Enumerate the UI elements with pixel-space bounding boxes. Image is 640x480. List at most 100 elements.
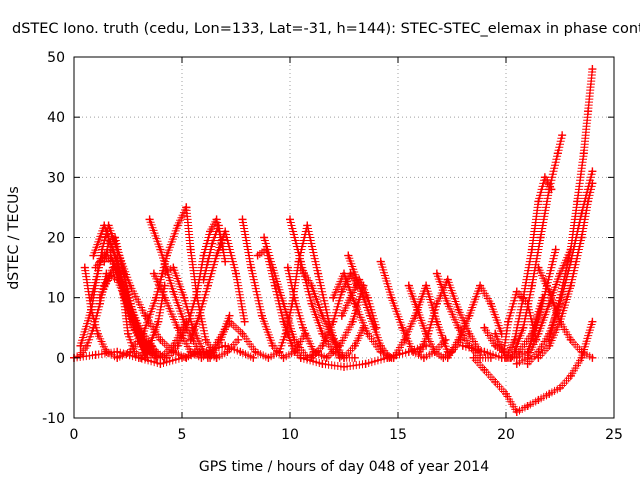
data-series-19 — [199, 221, 230, 284]
data-point — [180, 293, 189, 302]
data-point — [186, 245, 195, 254]
data-point — [577, 347, 586, 356]
data-point — [480, 323, 489, 332]
data-point — [212, 251, 221, 260]
y-tick-label: 10 — [47, 291, 65, 307]
data-point — [156, 335, 165, 344]
data-point — [465, 311, 474, 320]
x-tick-label: 0 — [70, 427, 79, 443]
data-point — [491, 377, 500, 386]
data-point — [523, 401, 532, 410]
data-point — [432, 299, 441, 308]
data-point — [318, 359, 327, 368]
data-point — [486, 299, 495, 308]
data-point — [145, 215, 154, 224]
axes: 0 5 10 15 20 25 -10 0 10 20 30 40 50 — [42, 50, 623, 443]
data-point — [279, 353, 288, 362]
data-point — [376, 257, 385, 266]
data-point — [253, 251, 262, 260]
data-point — [376, 341, 385, 350]
data-point — [214, 335, 223, 344]
data-point — [443, 353, 452, 362]
data-point — [234, 335, 243, 344]
data-point — [203, 353, 212, 362]
data-point — [199, 347, 208, 356]
data-point — [145, 341, 154, 350]
data-point — [249, 353, 258, 362]
data-point — [588, 353, 597, 362]
data-point — [318, 341, 327, 350]
data-point — [124, 329, 132, 338]
data-point — [465, 329, 474, 338]
data-point — [260, 233, 269, 242]
data-point — [264, 353, 273, 362]
data-point — [141, 311, 150, 320]
data-point — [80, 263, 89, 272]
data-point — [337, 287, 346, 296]
data-point — [279, 299, 288, 308]
data-point — [214, 221, 223, 230]
data-point — [156, 245, 165, 254]
data-point — [221, 341, 230, 350]
data-series-33 — [376, 257, 450, 362]
data-point — [415, 347, 424, 356]
data-point — [119, 293, 128, 302]
data-point — [340, 353, 348, 362]
data-series-46 — [523, 317, 597, 410]
data-point — [199, 275, 208, 284]
data-point — [268, 263, 277, 272]
data-point — [173, 323, 182, 332]
data-point — [502, 389, 510, 398]
data-point — [160, 281, 169, 290]
data-point — [134, 353, 143, 362]
data-point — [100, 221, 109, 230]
data-point — [584, 107, 593, 116]
data-point — [182, 203, 191, 212]
data-point — [443, 275, 452, 284]
data-point — [536, 233, 545, 242]
data-point — [212, 215, 221, 224]
data-point — [566, 245, 575, 254]
data-point — [184, 317, 193, 326]
data-point — [314, 269, 323, 278]
x-axis-label: GPS time / hours of day 048 of year 2014 — [199, 459, 489, 475]
data-point — [527, 281, 536, 290]
data-point — [577, 233, 586, 242]
data-point — [588, 65, 597, 74]
y-axis-label: dSTEC / TECUs — [6, 186, 22, 289]
data-point — [346, 293, 355, 302]
data-point — [95, 293, 104, 302]
y-tick-label: 30 — [47, 170, 65, 186]
data-point — [510, 347, 519, 356]
data-point — [158, 269, 167, 278]
data-point — [553, 149, 562, 158]
data-point — [329, 335, 338, 344]
data-point — [504, 317, 513, 326]
data-point — [454, 335, 463, 344]
data-series-25 — [283, 263, 368, 362]
data-point — [534, 197, 543, 206]
data-point — [566, 371, 575, 380]
data-point — [173, 341, 182, 350]
data-point — [556, 293, 564, 302]
data-point — [458, 341, 467, 350]
data-point — [443, 299, 452, 308]
data-series-26 — [286, 215, 368, 362]
y-tick-label: 20 — [47, 231, 65, 247]
data-point — [223, 347, 232, 356]
data-point — [545, 287, 554, 296]
data-point — [491, 341, 500, 350]
data-point — [91, 350, 100, 359]
data-point — [469, 353, 478, 362]
data-point — [566, 335, 575, 344]
data-point — [318, 311, 327, 320]
data-point — [337, 311, 346, 320]
data-series-32 — [296, 341, 431, 371]
data-point — [389, 353, 398, 362]
data-point — [93, 329, 102, 338]
data-point — [322, 353, 331, 362]
data-series-31 — [344, 251, 394, 362]
data-point — [102, 347, 111, 356]
data-point — [89, 251, 98, 260]
